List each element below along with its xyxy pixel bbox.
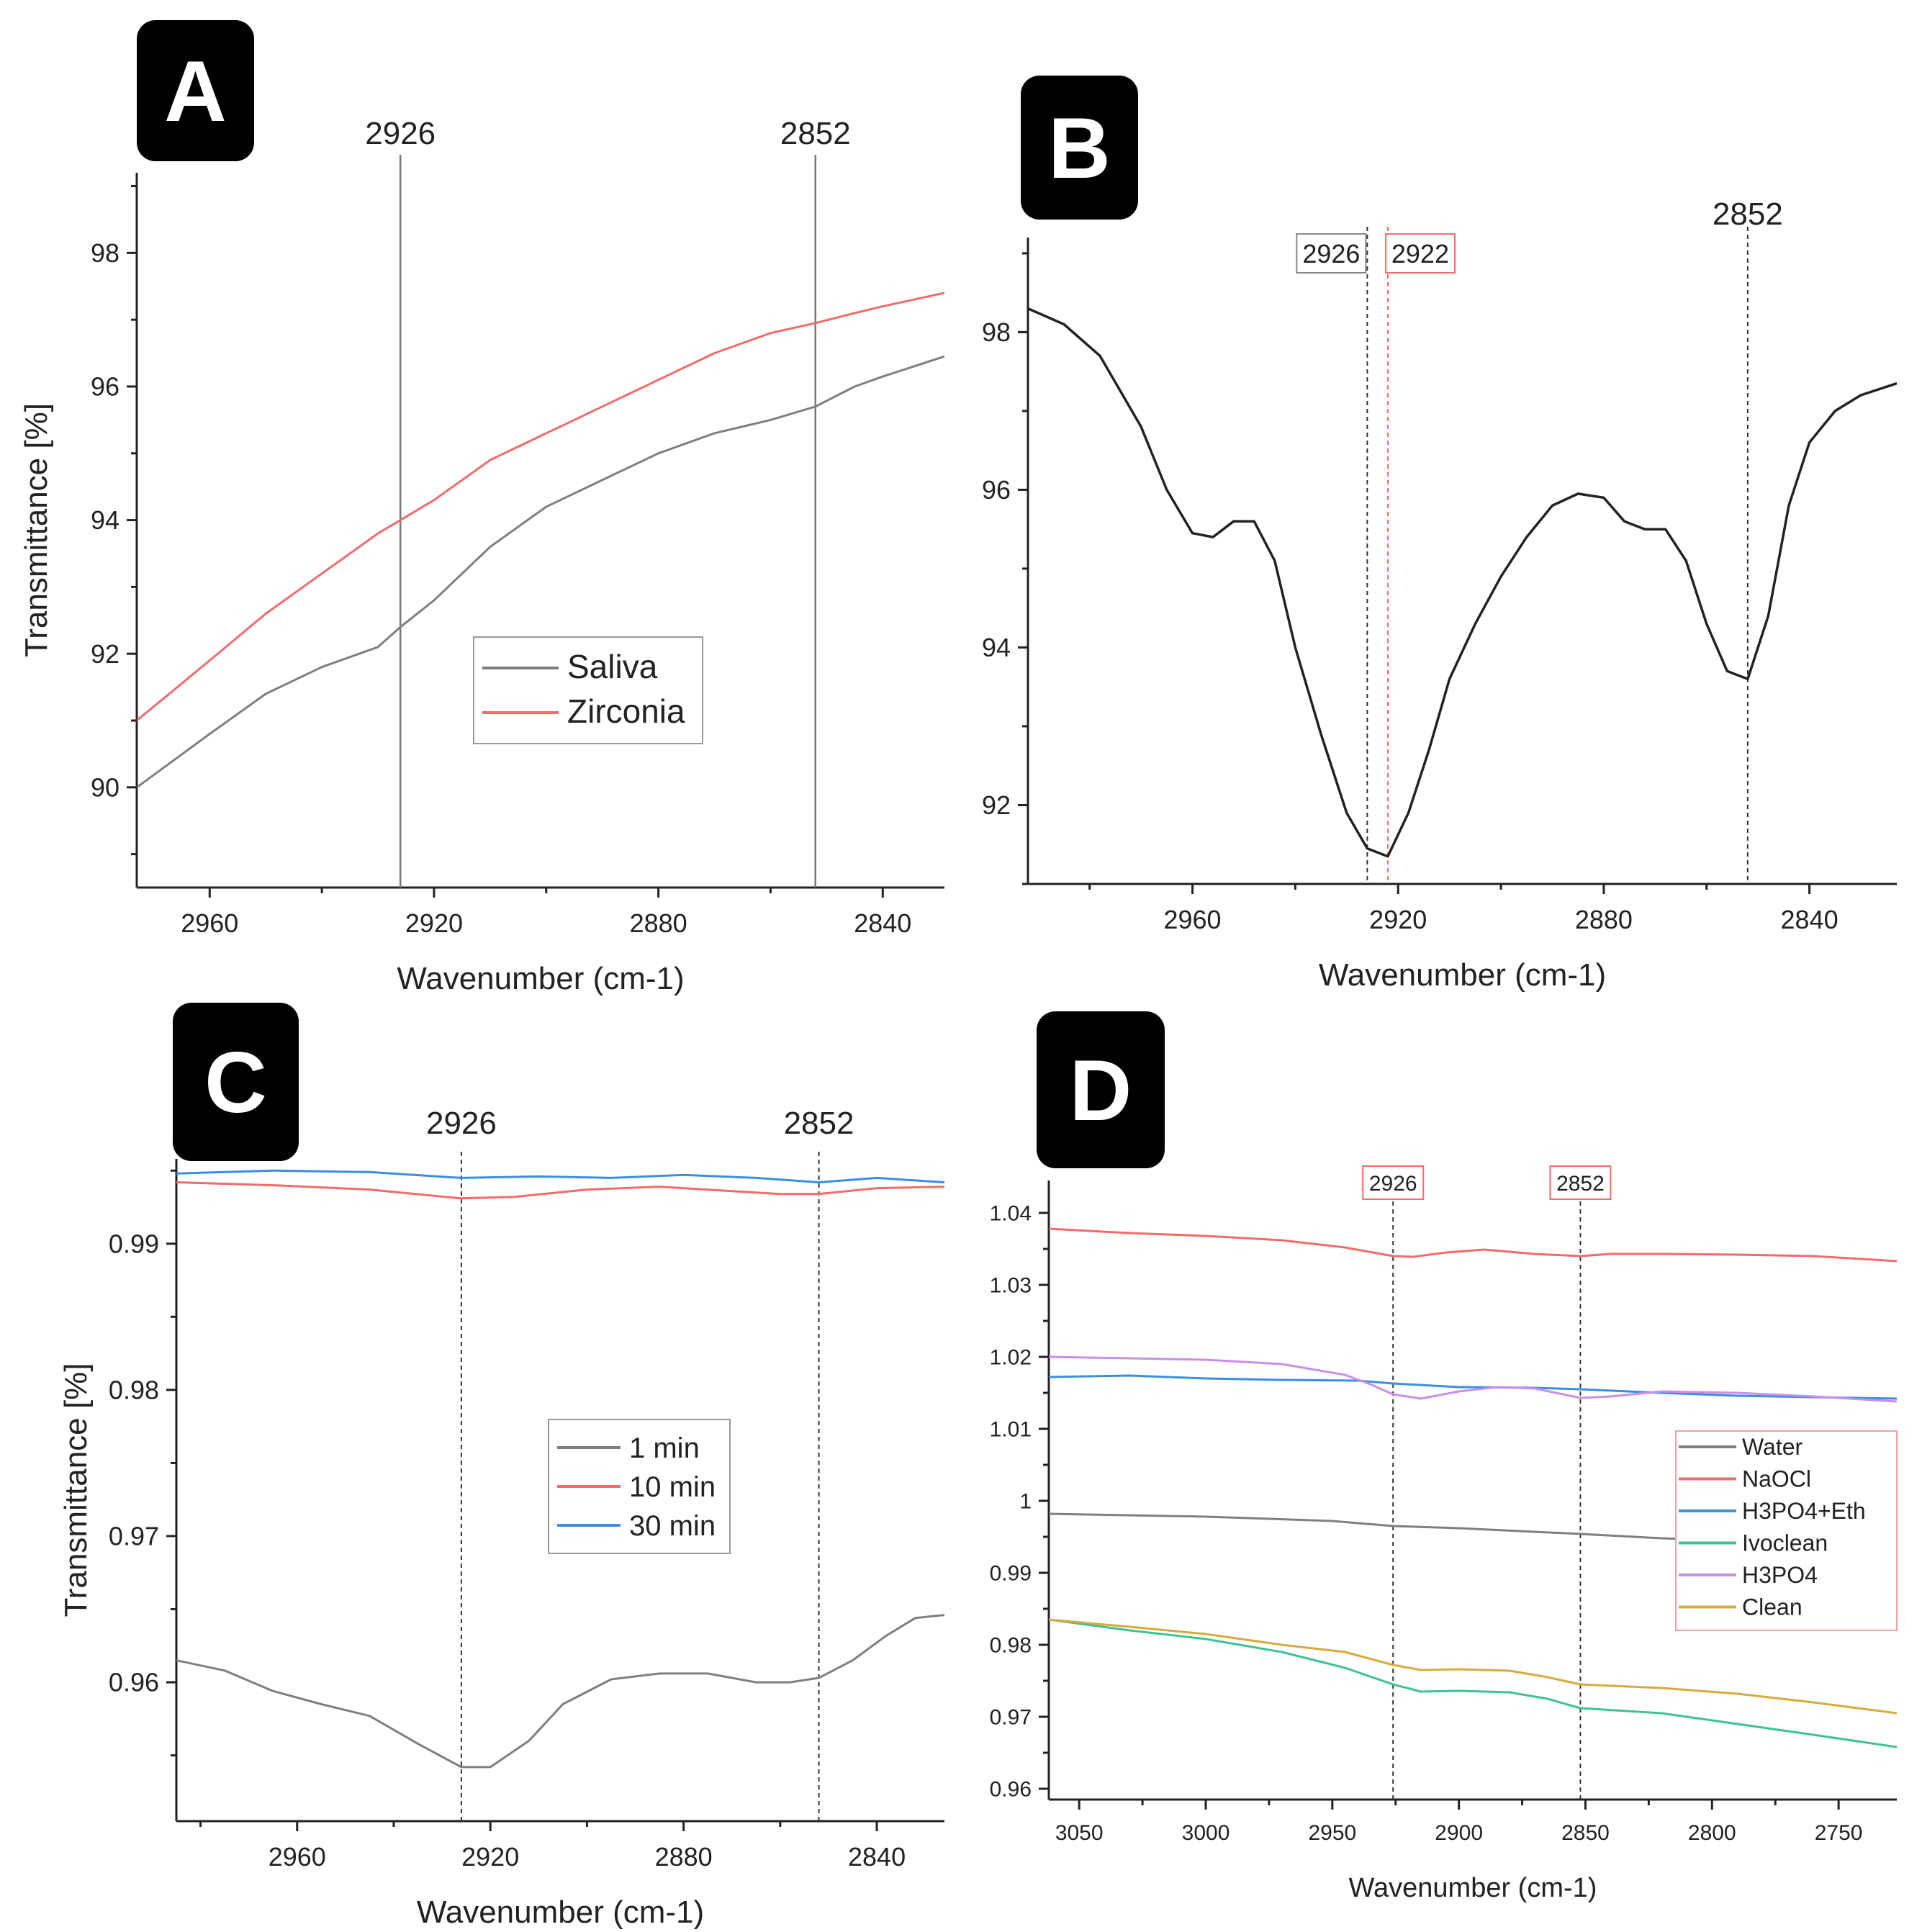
x-axis-label: Wavenumber (cm-1) [1319,957,1606,993]
y-tick-label: 94 [982,633,1011,662]
x-tick-label: 2960 [269,1842,326,1872]
panel-badge [173,1003,299,1161]
reference-label-2926: 2926 [1369,1172,1417,1196]
reference-label-2852: 2852 [1556,1172,1605,1196]
x-tick-label: 2880 [630,908,687,938]
x-tick-label: 2840 [854,908,911,938]
y-axis-label: Transmittance [%] [58,1363,94,1617]
series-line-ivoclean [1049,1618,1897,1748]
x-tick-label: 2840 [1781,905,1838,934]
y-tick-label: 0.96 [109,1668,159,1697]
series-line-naocl [1049,1227,1897,1263]
reference-label-box [1384,233,1456,274]
x-tick-label: 2880 [1575,905,1633,934]
legend-label: Clean [1742,1594,1803,1620]
y-tick-label: 90 [91,772,119,802]
reference-label-2926: 2926 [426,1106,497,1141]
x-tick-label: 2960 [181,908,238,938]
legend-label: Water [1742,1434,1803,1460]
x-tick-label: 2950 [1308,1821,1356,1845]
reference-label-2852: 2852 [780,116,851,151]
y-tick-label: 0.97 [990,1706,1032,1730]
series-line-1-min [176,1614,944,1769]
series-line-h3po4-eth [1049,1374,1897,1400]
x-tick-label: 2800 [1688,1821,1736,1845]
panel-a: A 90 92 94 96 98 2960 2920 2880 2840 Wavenumber (c… [19,20,944,996]
x-axis-label: Wavenumber (cm-1) [417,1895,704,1930]
reference-label-2926: 2926 [365,116,436,151]
panel-letter: C [204,1034,267,1131]
x-axis-label: Wavenumber (cm-1) [397,961,684,996]
panel-letter: D [1070,1042,1132,1139]
legend-label: Zirconia [567,692,685,730]
x-tick-label: 2880 [655,1842,713,1872]
reference-label-box [1549,1165,1612,1200]
legend-label: Ivoclean [1742,1530,1828,1556]
reference-label-2852: 2852 [1713,197,1783,232]
y-tick-label: 1.03 [990,1274,1032,1298]
series-line-h3po4 [1049,1355,1897,1403]
x-tick-label: 2900 [1435,1821,1483,1845]
legend-box [473,636,703,744]
y-tick-label: 1 [1019,1490,1032,1514]
y-tick-label: 1.04 [990,1202,1032,1226]
x-tick-label: 2920 [461,1842,519,1872]
legend-label: 30 min [629,1510,716,1542]
y-tick-label: 98 [982,317,1011,347]
panel-badge [1021,76,1138,220]
x-tick-label: 2920 [1369,905,1427,934]
x-tick-label: 2850 [1561,1821,1610,1845]
x-tick-label: 3050 [1055,1821,1104,1845]
panel-badge [137,20,254,161]
y-tick-label: 0.99 [109,1229,159,1258]
series-line-spectrum [1028,307,1897,858]
panel-letter: B [1048,100,1111,197]
series-line-30-min [176,1169,944,1183]
y-tick-label: 92 [982,790,1011,820]
panel-b: B 92 94 96 98 2960 2920 2880 2840 Wavenumber (cm-… [982,76,1897,993]
legend-box [1675,1430,1898,1631]
panel-badge [1037,1011,1165,1168]
reference-label-2922: 2922 [1391,239,1449,268]
legend-label: H3PO4+Eth [1742,1498,1866,1524]
y-axis-label: Transmittance [%] [19,403,54,657]
series-line-saliva [137,355,944,789]
x-tick-label: 2920 [405,908,463,938]
legend-label: 1 min [629,1432,700,1464]
y-tick-label: 1.01 [990,1418,1032,1442]
legend-label: H3PO4 [1742,1562,1818,1588]
x-axis-label: Wavenumber (cm-1) [1349,1873,1597,1903]
y-tick-label: 0.99 [990,1562,1032,1586]
series-line-water [1049,1512,1738,1543]
panel-d: D 0.96 0.97 0.98 0.99 1 1.01 1.02 1.03 1.04 3050 30… [990,1011,1898,1903]
reference-label-2852: 2852 [784,1106,854,1141]
y-tick-label: 0.98 [109,1375,159,1404]
reference-label-box [1362,1165,1425,1200]
reference-label-box [1296,233,1367,274]
legend-label: Saliva [567,648,658,685]
reference-label-2926: 2926 [1302,239,1360,268]
panel-c: C 0.96 0.97 0.98 0.99 2960 2920 2880 2840 Wavenum… [58,1003,944,1930]
panel-letter: A [164,43,227,140]
x-tick-label: 2750 [1815,1821,1863,1845]
legend-label: 10 min [629,1471,716,1503]
y-tick-label: 98 [91,238,119,268]
series-line-zirconia [137,292,944,722]
y-tick-label: 1.02 [990,1346,1032,1370]
y-tick-label: 92 [91,639,119,669]
y-tick-label: 0.97 [109,1522,159,1551]
x-tick-label: 3000 [1182,1821,1230,1845]
series-line-clean [1049,1618,1897,1715]
series-line-10-min [176,1181,944,1200]
y-tick-label: 0.96 [990,1778,1032,1802]
x-tick-label: 2840 [848,1842,906,1872]
y-tick-label: 96 [91,372,119,402]
y-tick-label: 0.98 [990,1634,1032,1658]
legend-label: NaOCl [1742,1466,1811,1492]
y-tick-label: 94 [91,505,119,535]
x-tick-label: 2960 [1163,905,1221,934]
y-tick-label: 96 [982,475,1011,505]
